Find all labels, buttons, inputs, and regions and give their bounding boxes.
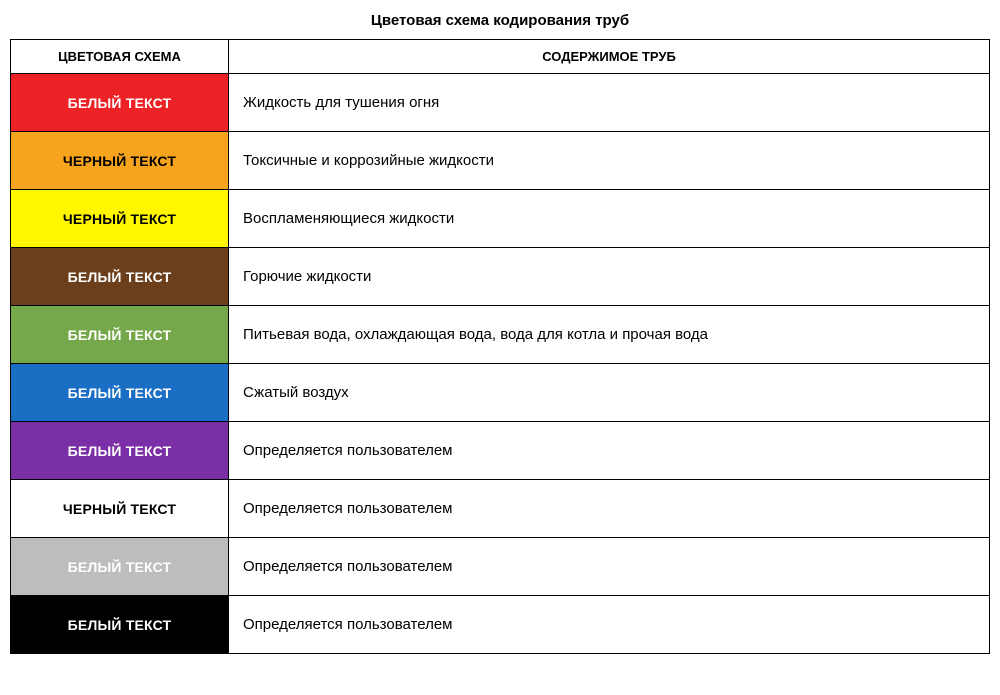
table-header-row: ЦВЕТОВАЯ СХЕМА СОДЕРЖИМОЕ ТРУБ <box>11 40 990 74</box>
table-row: БЕЛЫЙ ТЕКСТОпределяется пользователем <box>11 596 990 654</box>
col-header-scheme: ЦВЕТОВАЯ СХЕМА <box>11 40 229 74</box>
swatch-cell: БЕЛЫЙ ТЕКСТ <box>11 248 229 306</box>
swatch-cell: БЕЛЫЙ ТЕКСТ <box>11 538 229 596</box>
color-swatch: ЧЕРНЫЙ ТЕКСТ <box>11 132 228 189</box>
description-text: Воспламеняющиеся жидкости <box>229 210 989 227</box>
color-swatch: БЕЛЫЙ ТЕКСТ <box>11 306 228 363</box>
table-row: ЧЕРНЫЙ ТЕКСТТоксичные и коррозийные жидк… <box>11 132 990 190</box>
description-text: Сжатый воздух <box>229 384 989 401</box>
description-cell: Токсичные и коррозийные жидкости <box>229 132 990 190</box>
table-row: БЕЛЫЙ ТЕКСТОпределяется пользователем <box>11 538 990 596</box>
page-title: Цветовая схема кодирования труб <box>10 12 990 29</box>
color-swatch: БЕЛЫЙ ТЕКСТ <box>11 248 228 305</box>
table-row: БЕЛЫЙ ТЕКСТСжатый воздух <box>11 364 990 422</box>
table-row: БЕЛЫЙ ТЕКСТОпределяется пользователем <box>11 422 990 480</box>
description-cell: Сжатый воздух <box>229 364 990 422</box>
table-row: ЧЕРНЫЙ ТЕКСТОпределяется пользователем <box>11 480 990 538</box>
color-swatch: БЕЛЫЙ ТЕКСТ <box>11 364 228 421</box>
description-cell: Воспламеняющиеся жидкости <box>229 190 990 248</box>
swatch-cell: БЕЛЫЙ ТЕКСТ <box>11 74 229 132</box>
color-code-table: ЦВЕТОВАЯ СХЕМА СОДЕРЖИМОЕ ТРУБ БЕЛЫЙ ТЕК… <box>10 39 990 654</box>
swatch-cell: ЧЕРНЫЙ ТЕКСТ <box>11 480 229 538</box>
swatch-cell: БЕЛЫЙ ТЕКСТ <box>11 596 229 654</box>
description-cell: Питьевая вода, охлаждающая вода, вода дл… <box>229 306 990 364</box>
description-cell: Определяется пользователем <box>229 480 990 538</box>
description-cell: Определяется пользователем <box>229 422 990 480</box>
swatch-cell: БЕЛЫЙ ТЕКСТ <box>11 364 229 422</box>
description-text: Токсичные и коррозийные жидкости <box>229 152 989 169</box>
table-row: БЕЛЫЙ ТЕКСТЖидкость для тушения огня <box>11 74 990 132</box>
color-swatch: ЧЕРНЫЙ ТЕКСТ <box>11 190 228 247</box>
description-cell: Жидкость для тушения огня <box>229 74 990 132</box>
color-swatch: БЕЛЫЙ ТЕКСТ <box>11 596 228 653</box>
swatch-cell: ЧЕРНЫЙ ТЕКСТ <box>11 132 229 190</box>
description-cell: Определяется пользователем <box>229 596 990 654</box>
swatch-cell: БЕЛЫЙ ТЕКСТ <box>11 306 229 364</box>
description-text: Определяется пользователем <box>229 442 989 459</box>
color-swatch: БЕЛЫЙ ТЕКСТ <box>11 538 228 595</box>
description-text: Определяется пользователем <box>229 558 989 575</box>
swatch-cell: ЧЕРНЫЙ ТЕКСТ <box>11 190 229 248</box>
description-text: Определяется пользователем <box>229 500 989 517</box>
description-text: Определяется пользователем <box>229 616 989 633</box>
table-row: ЧЕРНЫЙ ТЕКСТВоспламеняющиеся жидкости <box>11 190 990 248</box>
description-text: Жидкость для тушения огня <box>229 94 989 111</box>
table-row: БЕЛЫЙ ТЕКСТГорючие жидкости <box>11 248 990 306</box>
description-cell: Горючие жидкости <box>229 248 990 306</box>
description-cell: Определяется пользователем <box>229 538 990 596</box>
color-swatch: БЕЛЫЙ ТЕКСТ <box>11 74 228 131</box>
swatch-cell: БЕЛЫЙ ТЕКСТ <box>11 422 229 480</box>
description-text: Горючие жидкости <box>229 268 989 285</box>
col-header-content: СОДЕРЖИМОЕ ТРУБ <box>229 40 990 74</box>
color-swatch: ЧЕРНЫЙ ТЕКСТ <box>11 480 228 537</box>
color-swatch: БЕЛЫЙ ТЕКСТ <box>11 422 228 479</box>
table-row: БЕЛЫЙ ТЕКСТПитьевая вода, охлаждающая во… <box>11 306 990 364</box>
description-text: Питьевая вода, охлаждающая вода, вода дл… <box>229 326 989 343</box>
